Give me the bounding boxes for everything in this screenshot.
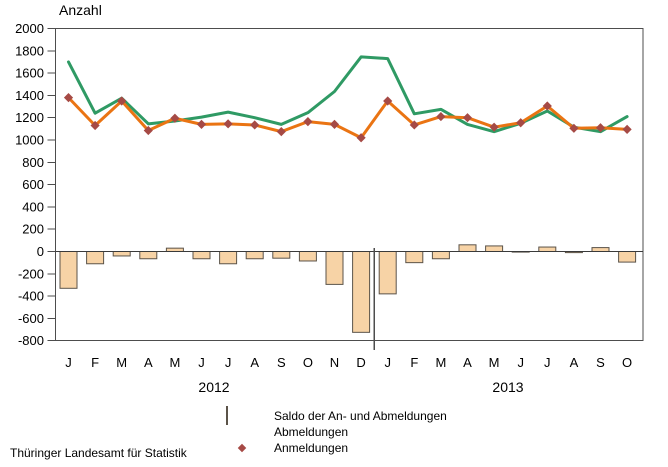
legend-row-saldo: Saldo der An- und Abmeldungen (226, 406, 447, 425)
x-month-label: J (225, 355, 232, 370)
saldo-bar (272, 251, 291, 259)
legend-row-anmeldungen: Anmeldungen (226, 440, 447, 456)
y-tick-label: 400 (22, 199, 44, 214)
x-month-label: J (517, 355, 524, 370)
anmeldungen-marker (409, 120, 419, 130)
saldo-bar (405, 251, 424, 264)
plot-frame (55, 28, 644, 342)
x-month-label: O (303, 355, 313, 370)
saldo-bar (325, 251, 344, 285)
anmeldungen-marker (170, 113, 180, 123)
year-label-2012: 2012 (198, 379, 230, 395)
legend-label-anmeldungen: Anmeldungen (274, 441, 349, 455)
saldo-bar (538, 246, 557, 252)
saldo-bar (591, 247, 610, 253)
legend: Saldo der An- und Abmeldungen Abmeldunge… (226, 406, 447, 456)
y-tick-label: 2000 (15, 21, 44, 36)
saldo-bar (485, 245, 504, 253)
anmeldungen-marker (143, 125, 153, 136)
saldo-bar (378, 251, 397, 295)
x-month-label: S (596, 355, 605, 370)
x-month-label: F (410, 355, 418, 370)
y-tick-label: 800 (22, 155, 44, 170)
y-tick-label: -800 (18, 333, 44, 348)
x-month-label: J (65, 355, 72, 370)
saldo-bar (245, 251, 264, 260)
saldo-bar (458, 244, 477, 252)
x-month-label: D (356, 355, 365, 370)
anmeldungen-line (67, 96, 629, 140)
saldo-bar (165, 247, 184, 252)
x-month-label: A (250, 355, 259, 370)
anmeldungen-marker (90, 120, 100, 131)
x-month-label: J (198, 355, 205, 370)
x-month-label: M (169, 355, 180, 370)
saldo-bar-swatch-icon (226, 406, 257, 425)
y-tick-label: 1200 (15, 110, 44, 125)
anmeldungen-marker (383, 96, 393, 106)
anmeldungen-marker (223, 119, 233, 129)
anmeldungen-marker (303, 117, 313, 127)
y-tick-label: 0 (37, 244, 44, 259)
saldo-bar (139, 251, 158, 260)
legend-row-abmeldungen: Abmeldungen (226, 424, 447, 440)
legend-label-abmeldungen: Abmeldungen (274, 425, 349, 439)
x-month-label: A (570, 355, 579, 370)
y-tick-label: 1600 (15, 66, 44, 81)
year-label-2013: 2013 (492, 379, 524, 395)
x-month-label: J (544, 355, 551, 370)
x-month-label: J (384, 355, 391, 370)
y-tick-label: 1000 (15, 133, 44, 148)
saldo-bar (192, 251, 211, 260)
saldo-bar (618, 251, 637, 263)
y-tick-label: -200 (18, 266, 44, 281)
x-month-label: A (463, 355, 472, 370)
saldo-bar (86, 251, 105, 265)
abmeldungen-line (67, 55, 629, 134)
x-month-label: F (91, 355, 99, 370)
x-month-label: S (277, 355, 286, 370)
anmeldungen-marker (276, 127, 286, 137)
saldo-bar (298, 251, 317, 262)
y-tick-label: -400 (18, 289, 44, 304)
x-month-label: M (435, 355, 446, 370)
anmeldungen-marker (489, 122, 499, 132)
anmeldungen-marker (196, 119, 207, 129)
anmeldungen-marker (462, 113, 473, 123)
saldo-bar (352, 251, 371, 333)
y-tick-label: -600 (18, 311, 44, 326)
saldo-bar (59, 251, 78, 289)
saldo-bar (112, 251, 131, 257)
anmeldungen-marker (595, 123, 606, 133)
anmeldungen-marker (622, 124, 632, 135)
x-month-label: N (330, 355, 339, 370)
y-tick-label: 200 (22, 222, 44, 237)
y-tick-label: 600 (22, 177, 44, 192)
anmeldungen-marker (436, 111, 446, 122)
saldo-bar (219, 251, 238, 265)
anmeldungen-marker (329, 119, 340, 129)
anmeldungen-marker (569, 123, 579, 133)
x-month-label: O (622, 355, 632, 370)
anmeldungen-marker (63, 93, 74, 103)
anmeldungen-marker (356, 133, 366, 143)
anmeldungen-marker (516, 118, 526, 128)
y-tick-label: 1400 (15, 88, 44, 103)
anmeldungen-marker (250, 120, 260, 130)
y-tick-label: 1800 (15, 43, 44, 58)
anmeldungen-marker (542, 101, 552, 111)
saldo-bar (431, 251, 450, 260)
anmeldungen-marker (117, 96, 127, 106)
x-month-label: M (489, 355, 500, 370)
source-attribution: Thüringer Landesamt für Statistik (10, 446, 187, 460)
x-month-label: A (144, 355, 153, 370)
x-month-label: M (116, 355, 127, 370)
chart-title: Anzahl (59, 2, 102, 18)
legend-label-saldo: Saldo der An- und Abmeldungen (274, 409, 447, 423)
